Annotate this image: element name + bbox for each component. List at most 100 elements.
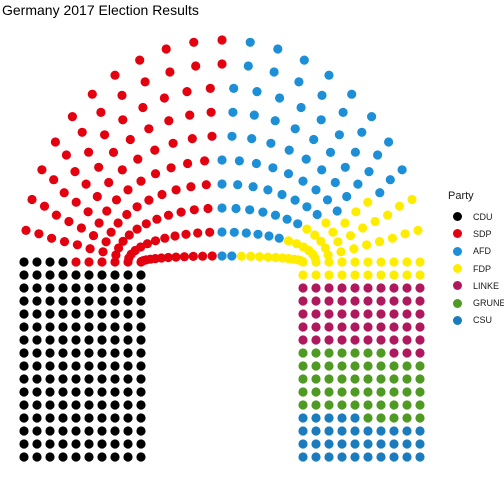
seat-point-grune [389,387,399,397]
seat-point-fdp [298,257,308,267]
seat-point-afd [268,163,278,173]
seat-point-sdp [88,231,99,241]
seat-point-afd [290,124,300,134]
seat-point-cdu [110,361,120,371]
seat-point-sdp [51,210,62,220]
seat-point-csu [350,439,360,449]
seat-point-grune [389,413,399,423]
seat-point-grune [311,348,321,358]
seat-point-grune [402,374,412,384]
seat-point-fdp [402,270,412,280]
seat-point-csu [337,426,347,436]
seat-point-cdu [136,374,146,384]
seat-point-csu [298,439,308,449]
seat-point-cdu [84,439,94,449]
seat-point-sdp [201,180,211,190]
seat-point-fdp [350,270,360,280]
seat-point-sdp [104,177,114,188]
seat-point-cdu [97,270,107,280]
seat-point-fdp [362,240,372,250]
seat-point-linke [415,348,425,358]
seat-point-cdu [19,361,29,371]
seat-point-cdu [45,426,55,436]
seat-point-afd [316,115,326,125]
seat-point-cdu [19,374,29,384]
seat-point-linke [311,335,321,345]
seat-point-sdp [193,228,203,238]
seat-point-cdu [58,309,68,319]
seat-point-afd [228,107,238,117]
seat-point-cdu [97,400,107,410]
seat-point-cdu [123,322,133,332]
seat-point-sdp [136,176,146,186]
seat-point-sdp [50,137,61,147]
seat-point-sdp [110,257,120,267]
seat-point-cdu [136,296,146,306]
seat-point-linke [402,335,412,345]
seat-point-linke [298,322,308,332]
seat-point-fdp [363,197,373,207]
seat-point-grune [415,387,425,397]
seat-point-cdu [123,335,133,345]
seat-point-sdp [34,229,44,239]
seat-point-sdp [39,201,50,211]
seat-point-linke [298,296,308,306]
seat-point-linke [337,296,347,306]
seat-point-grune [389,400,399,410]
seat-point-csu [389,439,399,449]
seat-point-cdu [45,296,55,306]
legend-label: AFD [473,246,491,257]
seat-point-afd [317,90,327,100]
seat-point-sdp [106,227,116,237]
seat-point-grune [298,361,308,371]
seat-point-cdu [45,309,55,319]
seat-point-afd [334,130,344,140]
seat-point-cdu [45,439,55,449]
seat-point-linke [415,309,425,319]
seat-point-linke [298,283,308,293]
seat-point-csu [298,426,308,436]
seat-point-sdp [132,202,142,212]
seat-point-fdp [311,257,321,267]
seat-point-cdu [19,309,29,319]
seat-point-cdu [45,374,55,384]
legend-swatch [453,246,462,256]
seat-point-cdu [136,361,146,371]
seat-point-linke [298,335,308,345]
seat-point-cdu [32,426,42,436]
seat-point-fdp [283,236,294,246]
seat-point-sdp [94,162,104,172]
seat-point-cdu [19,296,29,306]
seat-point-afd [324,70,334,80]
seat-point-sdp [102,206,112,216]
seat-point-afd [293,219,303,229]
seat-point-sdp [84,147,94,157]
seat-point-sdp [67,112,77,122]
legend-label: GRUNE [473,298,504,309]
seat-point-cdu [71,283,81,293]
seat-point-afd [275,93,285,103]
seat-point-cdu [32,348,42,358]
seat-point-csu [298,413,308,423]
seat-point-grune [298,400,308,410]
seat-point-fdp [246,251,256,261]
seat-point-afd [353,179,363,189]
seat-point-sdp [124,230,134,240]
seat-point-csu [311,413,321,423]
seat-point-linke [376,283,386,293]
seat-point-fdp [255,252,265,262]
seat-point-cdu [32,270,42,280]
seat-point-csu [311,426,321,436]
seat-point-linke [324,283,334,293]
seat-point-afd [264,231,274,241]
seat-point-grune [363,387,373,397]
seat-point-fdp [328,227,338,237]
seat-point-cdu [45,257,55,267]
seat-point-sdp [157,189,167,200]
seat-point-sdp [118,236,128,246]
seat-point-fdp [337,270,347,280]
seat-point-cdu [58,283,68,293]
seat-point-sdp [27,194,37,205]
seat-point-fdp [316,236,326,246]
legend-swatch [453,229,462,239]
